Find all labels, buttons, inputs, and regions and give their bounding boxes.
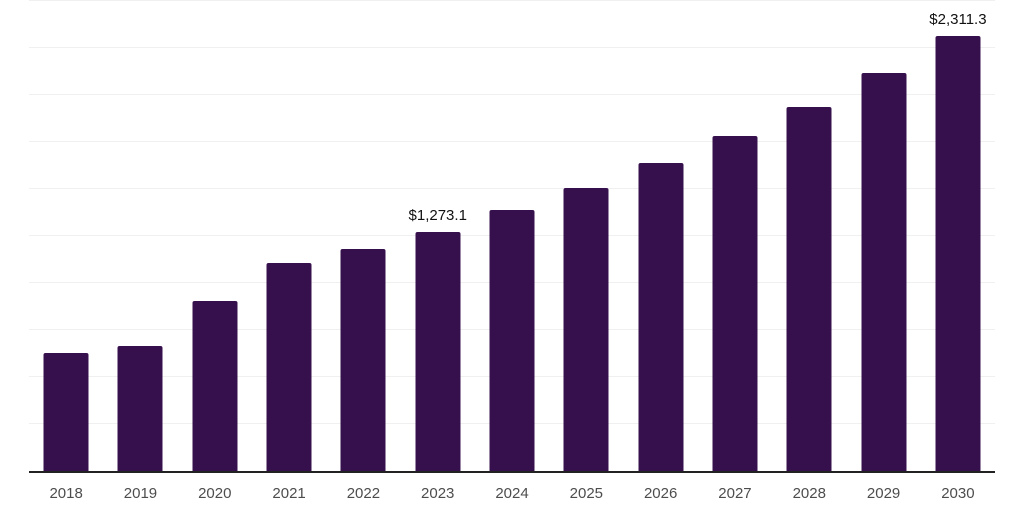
bar-column-2027 bbox=[698, 1, 772, 471]
data-label-2030: $2,311.3 bbox=[929, 11, 987, 29]
bar-column-2026 bbox=[624, 1, 698, 471]
bar-2019 bbox=[117, 345, 163, 471]
bar-2027 bbox=[712, 136, 758, 471]
bar-column-2025 bbox=[549, 1, 623, 471]
gridline-2000 bbox=[29, 94, 995, 95]
bar-2025 bbox=[563, 188, 609, 471]
x-tick-label-2019: 2019 bbox=[123, 485, 158, 502]
bar-2024 bbox=[489, 210, 535, 471]
bar-column-2028 bbox=[772, 1, 846, 471]
bar-column-2030: $2,311.3 bbox=[921, 1, 995, 471]
x-tick-label-2023: 2023 bbox=[421, 485, 455, 502]
x-tick-label-2024: 2024 bbox=[495, 485, 529, 502]
x-tick-label-2020: 2020 bbox=[198, 485, 232, 502]
bar-column-2024 bbox=[475, 1, 549, 471]
bar-2022 bbox=[340, 249, 386, 471]
x-tick-label-2018: 2018 bbox=[49, 485, 83, 502]
bar-column-2029 bbox=[846, 1, 920, 471]
x-tick-label-2030: 2030 bbox=[941, 485, 975, 502]
gridline-1750 bbox=[29, 141, 995, 142]
bar-2023 bbox=[415, 231, 461, 471]
gridline-2500 bbox=[29, 0, 995, 1]
bar-column-2023: $1,273.1 bbox=[401, 1, 475, 471]
x-tick-label-2028: 2028 bbox=[792, 485, 826, 502]
bar-column-2020 bbox=[178, 1, 252, 471]
gridline-1500 bbox=[29, 188, 995, 189]
bar-2026 bbox=[638, 163, 684, 471]
bar-column-2019 bbox=[103, 1, 177, 471]
x-tick-label-2021: 2021 bbox=[272, 485, 306, 502]
bar-column-2022 bbox=[326, 1, 400, 471]
x-tick-label-2025: 2025 bbox=[569, 485, 604, 502]
bar-2021 bbox=[266, 263, 312, 471]
bar-2018 bbox=[43, 353, 89, 471]
x-tick-label-2027: 2027 bbox=[718, 485, 752, 502]
bar-column-2021 bbox=[252, 1, 326, 471]
x-tick-label-2022: 2022 bbox=[346, 485, 381, 502]
bar-2020 bbox=[192, 301, 238, 471]
bar-2030 bbox=[935, 36, 981, 471]
x-axis-tick-labels: 2018 2019 2020 2021 2022 2023 2024 2025 2026 2027… bbox=[29, 485, 995, 502]
gridline-2250 bbox=[29, 47, 995, 48]
data-label-2023: $1,273.1 bbox=[408, 206, 467, 224]
bars-container: $1,273.1 $2,311.3 bbox=[29, 1, 995, 471]
x-tick-label-2026: 2026 bbox=[643, 485, 678, 502]
bar-2029 bbox=[861, 72, 907, 471]
bar-column-2018 bbox=[29, 1, 103, 471]
bar-2028 bbox=[786, 106, 832, 471]
x-tick-label-2029: 2029 bbox=[866, 485, 901, 502]
plot-area: $1,273.1 $2,311.3 bbox=[29, 0, 995, 473]
